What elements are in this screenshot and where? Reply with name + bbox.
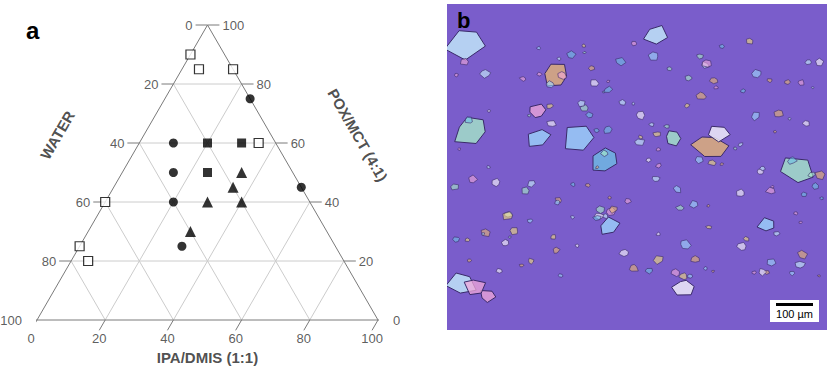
svg-text:100: 100 xyxy=(361,331,383,346)
svg-text:100: 100 xyxy=(222,18,244,33)
svg-text:0: 0 xyxy=(185,18,192,33)
svg-text:100: 100 xyxy=(0,313,22,328)
svg-text:IPA/DMIS (1:1): IPA/DMIS (1:1) xyxy=(157,349,258,366)
svg-text:80: 80 xyxy=(257,77,271,92)
svg-text:20: 20 xyxy=(144,77,158,92)
svg-text:a: a xyxy=(26,17,40,44)
svg-text:WATER: WATER xyxy=(37,108,78,163)
html-text:100 µm: 100 µm xyxy=(776,308,813,320)
svg-text:20: 20 xyxy=(92,331,106,346)
svg-text:0: 0 xyxy=(27,331,34,346)
svg-text:POX/MCT (4:1): POX/MCT (4:1) xyxy=(324,86,391,185)
html-text:b: b xyxy=(457,8,471,33)
svg-text:80: 80 xyxy=(42,254,56,269)
svg-text:20: 20 xyxy=(359,254,373,269)
svg-text:40: 40 xyxy=(110,136,124,151)
svg-text:40: 40 xyxy=(160,331,174,346)
svg-text:40: 40 xyxy=(325,195,339,210)
svg-text:60: 60 xyxy=(291,136,305,151)
svg-text:80: 80 xyxy=(297,331,311,346)
svg-text:60: 60 xyxy=(76,195,90,210)
svg-text:0: 0 xyxy=(393,313,400,328)
svg-text:60: 60 xyxy=(228,331,242,346)
